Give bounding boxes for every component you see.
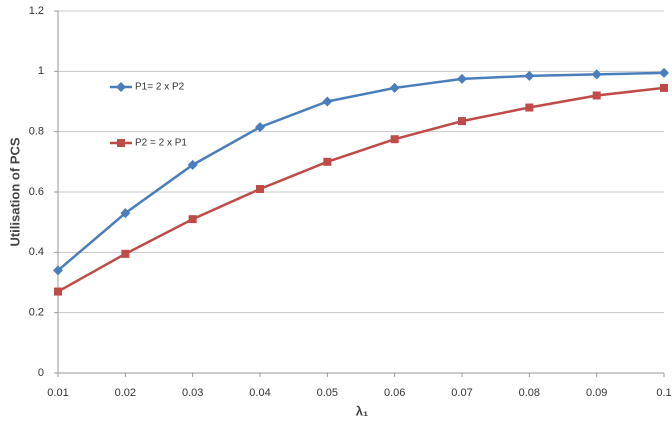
y-tick-label: 0	[38, 367, 44, 379]
legend-label: P2 = 2 x P1	[135, 138, 187, 149]
point	[525, 103, 534, 112]
point	[121, 249, 130, 258]
point	[457, 73, 467, 84]
point	[54, 287, 62, 296]
y-tick-label: 0.4	[29, 246, 44, 258]
point	[591, 69, 602, 80]
point	[660, 83, 668, 92]
point	[323, 157, 332, 166]
point	[389, 82, 400, 93]
line	[57, 86, 665, 293]
point	[592, 91, 601, 100]
x-tick-label: 0.05	[317, 387, 338, 399]
line	[57, 71, 665, 272]
point	[53, 265, 63, 276]
x-tick-label: 0.07	[451, 387, 472, 399]
x-tick-label: 0.03	[182, 387, 203, 399]
point	[188, 215, 197, 224]
y-tick-label: 0.8	[29, 126, 44, 138]
y-tick-label: 0.6	[29, 186, 44, 198]
x-tick-label: 0.08	[519, 387, 540, 399]
x-axis-title: λ₁	[356, 403, 369, 418]
x-tick-label: 0.09	[586, 387, 607, 399]
y-tick-label: 1.2	[29, 5, 44, 17]
x-tick-label: 0.02	[115, 387, 136, 399]
x-tick-label: 0.01	[47, 387, 68, 399]
point	[187, 159, 198, 170]
y-axis-title: Utilisation of PCS	[7, 137, 22, 246]
legend-marker	[116, 82, 126, 92]
point	[322, 96, 333, 107]
point	[390, 135, 399, 144]
point	[120, 208, 131, 219]
x-tick-label: 0.06	[384, 387, 405, 399]
y-tick-label: 1	[38, 65, 44, 77]
x-tick-label: 0.04	[249, 387, 270, 399]
y-tick-label: 0.2	[29, 307, 44, 319]
point	[256, 184, 264, 193]
legend-label: P1= 2 x P2	[135, 82, 185, 93]
point	[659, 67, 669, 78]
point	[255, 122, 265, 133]
point	[524, 70, 535, 81]
x-tick-label: 0.1	[656, 387, 671, 399]
point	[458, 117, 466, 126]
legend-marker	[117, 139, 125, 147]
